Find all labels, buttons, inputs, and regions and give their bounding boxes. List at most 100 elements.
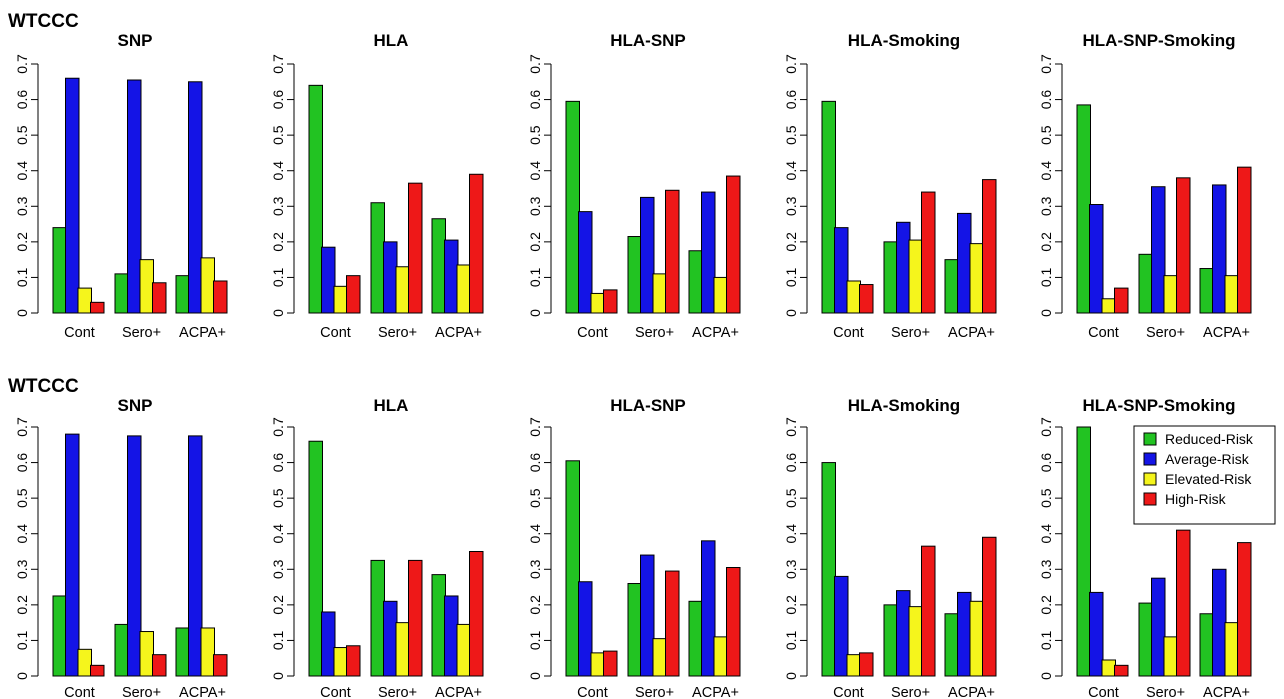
bar-high-risk-seroplus [408, 182, 423, 314]
y-tick-label: 0.4 [270, 161, 286, 181]
y-tick-label: 0 [783, 309, 799, 317]
legend-label: Elevated-Risk [1165, 471, 1252, 487]
y-tick-label: 0.6 [527, 453, 543, 473]
y-tick-label: 0.7 [14, 54, 30, 74]
bar-elevated-risk-cont [333, 647, 348, 677]
bar-average-risk-cont [578, 211, 593, 314]
y-tick-label: 0.2 [14, 595, 30, 615]
y-tick-label: 0.3 [527, 559, 543, 579]
bar-high-risk-acpaplus [1237, 542, 1252, 677]
y-tick-label: 0.3 [527, 196, 543, 216]
bar-reduced-risk-seroplus [370, 559, 385, 677]
bar-reduced-risk-acpaplus [688, 600, 703, 677]
row-label-bottom: WTCCC [8, 376, 79, 397]
category-label: Cont [64, 325, 95, 341]
y-tick-label: 0.1 [783, 630, 799, 650]
bar-reduced-risk-acpaplus [431, 218, 446, 314]
legend-label: Reduced-Risk [1165, 431, 1254, 447]
bar-high-risk-cont [859, 652, 874, 677]
bar-average-risk-acpaplus [701, 540, 716, 677]
bar-high-risk-seroplus [921, 545, 936, 677]
y-tick-label: 0.1 [1038, 630, 1054, 650]
bar-elevated-risk-seroplus [139, 631, 154, 677]
bar-elevated-risk-seroplus [1163, 275, 1178, 314]
category-label: Cont [1088, 685, 1119, 699]
bar-reduced-risk-seroplus [114, 623, 129, 677]
bar-elevated-risk-seroplus [395, 266, 410, 314]
y-tick-label: 0.5 [783, 488, 799, 508]
y-tick-label: 0.5 [783, 125, 799, 145]
bar-reduced-risk-acpaplus [688, 250, 703, 314]
bar-average-risk-acpaplus [444, 595, 459, 677]
bar-average-risk-acpaplus [701, 191, 716, 314]
category-label: Cont [577, 325, 608, 341]
y-tick-label: 0.2 [270, 232, 286, 252]
y-tick-label: 0.6 [1038, 90, 1054, 110]
y-tick-label: 0.4 [527, 524, 543, 544]
bar-reduced-risk-acpaplus [175, 275, 190, 314]
panel-title: HLA [374, 396, 409, 415]
y-tick-label: 0.6 [783, 453, 799, 473]
bar-average-risk-cont [321, 246, 336, 314]
category-label: Cont [833, 685, 864, 699]
bar-average-risk-seroplus [896, 590, 911, 677]
y-tick-label: 0 [1038, 309, 1054, 317]
bar-high-risk-cont [603, 289, 618, 314]
bar-high-risk-acpaplus [213, 280, 228, 314]
category-label: Cont [320, 325, 351, 341]
y-tick-label: 0.3 [14, 559, 30, 579]
y-tick-label: 0.1 [783, 267, 799, 287]
category-label: ACPA+ [179, 325, 226, 341]
bar-reduced-risk-cont [1076, 426, 1091, 677]
bar-average-risk-acpaplus [444, 239, 459, 314]
y-tick-label: 0 [783, 672, 799, 680]
bar-reduced-risk-cont [52, 595, 67, 677]
bar-elevated-risk-cont [77, 648, 92, 677]
category-label: Sero+ [122, 685, 161, 699]
bar-reduced-risk-cont [308, 440, 323, 677]
y-tick-label: 0.6 [270, 453, 286, 473]
y-tick-label: 0.2 [1038, 232, 1054, 252]
panel-1-3: HLA-Smoking 0 0.1 0.2 0.3 0.4 0.5 0.6 0.7 Cont Ser… [783, 396, 997, 699]
category-label: Cont [577, 685, 608, 699]
bar-elevated-risk-seroplus [652, 638, 667, 677]
y-tick-label: 0.3 [1038, 196, 1054, 216]
y-tick-label: 0.2 [527, 232, 543, 252]
panels-group: SNP 0 0.1 0.2 0.3 0.4 0.5 0.6 0.7 Cont Sero+ ACPA+ H… [14, 31, 1252, 699]
panel-1-1: HLA 0 0.1 0.2 0.3 0.4 0.5 0.6 0.7 Cont Sero+ ACPA+ [270, 396, 484, 699]
category-label: Sero+ [635, 685, 674, 699]
bar-elevated-risk-seroplus [908, 239, 923, 314]
category-label: Cont [833, 325, 864, 341]
y-tick-label: 0.4 [14, 161, 30, 181]
bar-high-risk-seroplus [921, 191, 936, 314]
bar-average-risk-cont [578, 581, 593, 677]
legend-label: High-Risk [1165, 491, 1227, 507]
panel-title: SNP [118, 396, 153, 415]
bar-reduced-risk-acpaplus [175, 627, 190, 677]
bar-reduced-risk-acpaplus [944, 613, 959, 677]
y-tick-label: 0.4 [783, 161, 799, 181]
bar-average-risk-seroplus [383, 600, 398, 677]
y-tick-label: 0 [14, 309, 30, 317]
bar-reduced-risk-seroplus [1138, 602, 1153, 677]
y-tick-label: 0.1 [14, 267, 30, 287]
panel-title: SNP [118, 31, 153, 50]
bar-elevated-risk-seroplus [652, 273, 667, 314]
y-tick-label: 0.3 [783, 196, 799, 216]
y-tick-label: 0 [270, 672, 286, 680]
y-tick-label: 0.4 [1038, 161, 1054, 181]
panel-1-2: HLA-SNP 0 0.1 0.2 0.3 0.4 0.5 0.6 0.7 Cont Sero+ AC… [527, 396, 741, 699]
bar-reduced-risk-cont [52, 227, 67, 314]
bar-reduced-risk-cont [821, 462, 836, 677]
y-tick-label: 0.1 [527, 267, 543, 287]
y-tick-label: 0.3 [14, 196, 30, 216]
y-tick-label: 0.1 [527, 630, 543, 650]
y-tick-label: 0.3 [270, 559, 286, 579]
bar-high-risk-cont [346, 275, 361, 314]
bar-average-risk-cont [834, 227, 849, 314]
y-tick-label: 0.2 [783, 232, 799, 252]
y-tick-label: 0.2 [14, 232, 30, 252]
category-label: ACPA+ [948, 325, 995, 341]
y-tick-label: 0.5 [270, 488, 286, 508]
panel-0-4: HLA-SNP-Smoking 0 0.1 0.2 0.3 0.4 0.5 0.6 0.7 Con… [1038, 31, 1252, 341]
